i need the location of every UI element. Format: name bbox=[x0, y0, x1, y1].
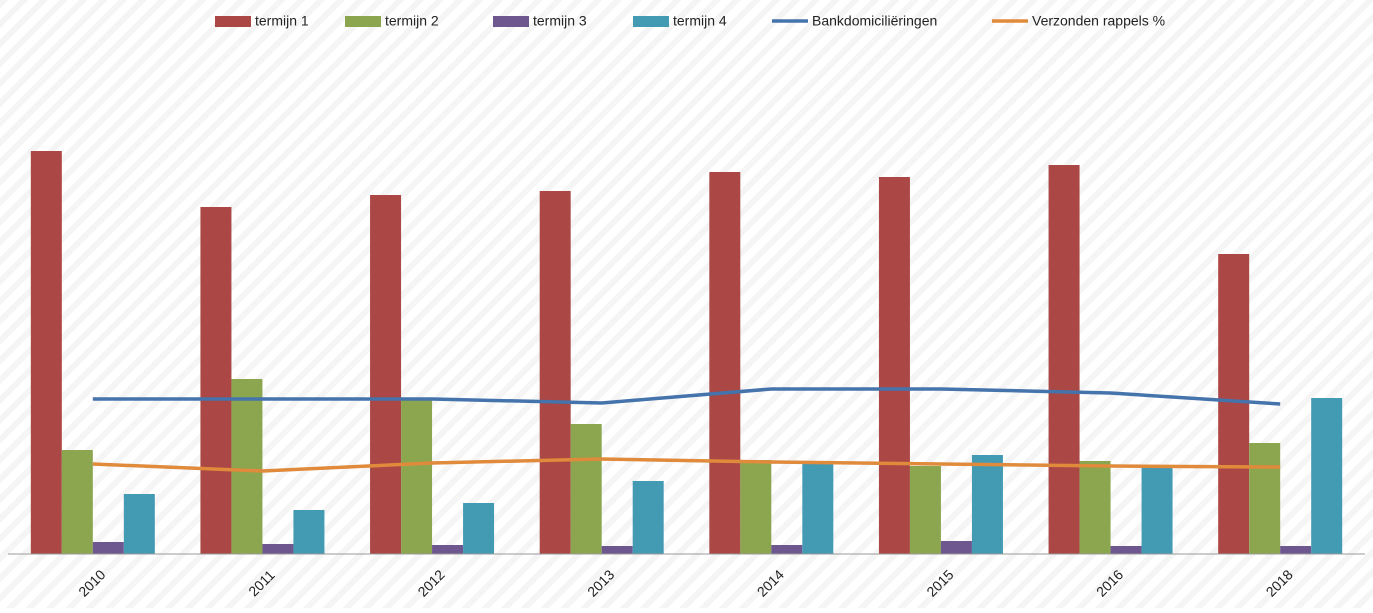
legend-label: Bankdomiciliëringen bbox=[812, 13, 937, 29]
bar bbox=[231, 379, 263, 554]
legend-label: termijn 2 bbox=[385, 13, 439, 29]
bar bbox=[1048, 165, 1080, 554]
bar bbox=[123, 494, 155, 554]
bar bbox=[200, 207, 232, 554]
bar bbox=[878, 177, 910, 554]
bar bbox=[1110, 546, 1142, 554]
bar bbox=[740, 460, 772, 554]
bar bbox=[909, 466, 941, 554]
bar bbox=[539, 191, 571, 554]
line bbox=[92, 457, 1281, 473]
legend-swatch bbox=[493, 16, 529, 27]
bar bbox=[370, 195, 402, 554]
legend-label: termijn 3 bbox=[533, 13, 587, 29]
legend-swatch bbox=[215, 16, 251, 27]
bar bbox=[632, 481, 664, 554]
legend-label: Verzonden rappels % bbox=[1032, 13, 1165, 29]
bar bbox=[940, 541, 972, 554]
bar bbox=[771, 545, 803, 554]
bar bbox=[1311, 398, 1343, 554]
legend-label: termijn 4 bbox=[673, 13, 727, 29]
legend-swatch bbox=[345, 16, 381, 27]
bar bbox=[1249, 443, 1281, 554]
bar bbox=[30, 151, 62, 554]
bar bbox=[570, 424, 602, 554]
bar bbox=[1218, 254, 1250, 554]
bar bbox=[1079, 461, 1111, 554]
bar bbox=[92, 542, 124, 554]
line bbox=[92, 387, 1281, 406]
bar bbox=[802, 463, 834, 554]
bar bbox=[601, 546, 633, 554]
bar bbox=[61, 450, 93, 554]
bar bbox=[293, 510, 325, 554]
bar bbox=[463, 503, 495, 554]
bar bbox=[262, 544, 294, 554]
bar bbox=[709, 172, 741, 554]
legend-label: termijn 1 bbox=[255, 13, 309, 29]
bar bbox=[1280, 546, 1312, 554]
bar bbox=[401, 399, 433, 554]
bar bbox=[971, 455, 1003, 554]
bar bbox=[1141, 466, 1173, 554]
legend-swatch bbox=[633, 16, 669, 27]
bar bbox=[432, 545, 464, 554]
